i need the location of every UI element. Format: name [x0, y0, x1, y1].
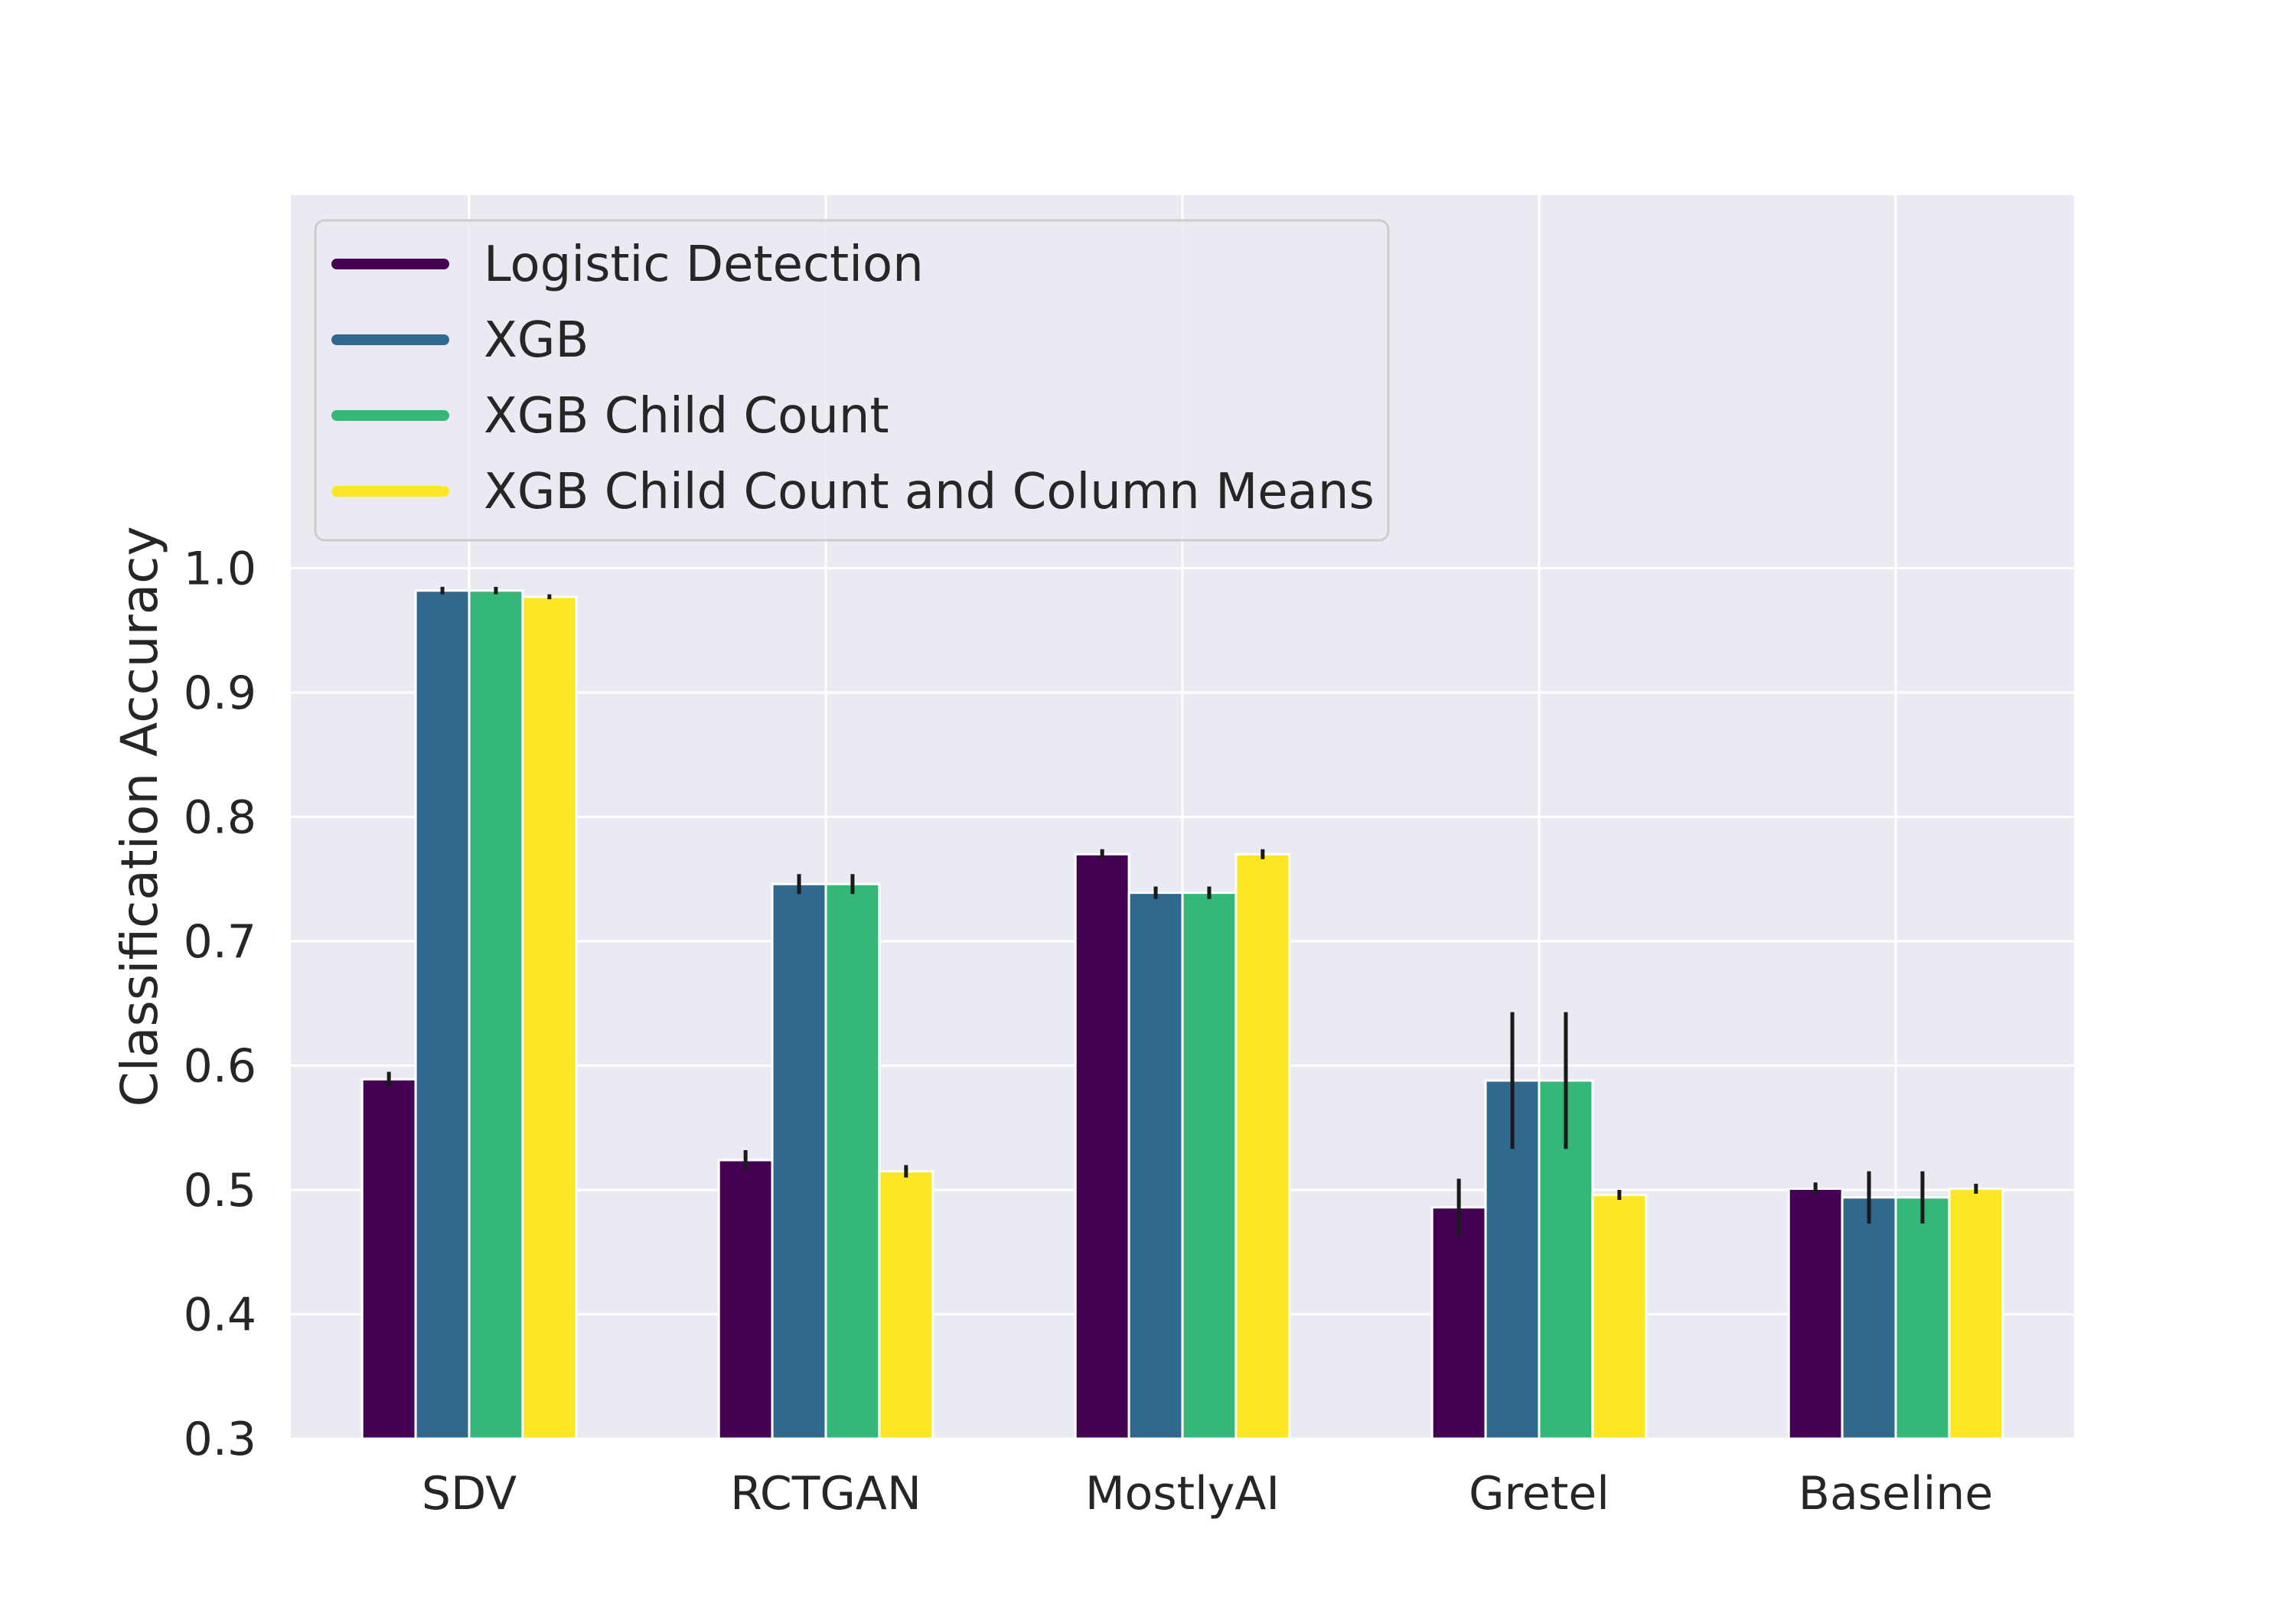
- bar-xgb-child-count-and-column-means: [878, 1170, 934, 1440]
- legend: Logistic Detection XGB XGB Child Count XGB …: [314, 219, 1390, 542]
- bars: [360, 589, 2004, 1440]
- legend-box: [314, 219, 1390, 542]
- bar-logistic-detection: [1787, 1187, 1844, 1440]
- bar-xgb-child-count: [1181, 892, 1238, 1440]
- y-tick-label: 0.7: [184, 915, 256, 969]
- y-tick-label: 0.4: [184, 1289, 256, 1342]
- y-tick-label: 0.3: [184, 1413, 256, 1466]
- y-tick-label: 1.0: [184, 543, 256, 596]
- legend-label: XGB Child Count and Column Means: [484, 464, 1375, 520]
- x-tick-label: RCTGAN: [730, 1467, 921, 1521]
- bar-xgb: [414, 589, 471, 1440]
- bar-logistic-detection: [1074, 852, 1130, 1440]
- bar-logistic-detection: [360, 1077, 417, 1440]
- bar-xgb: [771, 882, 827, 1440]
- bar-xgb-child-count-and-column-means: [1948, 1187, 2004, 1440]
- bar-xgb: [1841, 1196, 1897, 1440]
- bar-xgb-child-count: [1894, 1196, 1951, 1440]
- bar-logistic-detection: [717, 1159, 774, 1440]
- bar-xgb-child-count-and-column-means: [521, 595, 578, 1440]
- bar-xgb: [1127, 892, 1184, 1440]
- bar-xgb-child-count: [468, 589, 524, 1440]
- x-tick-label: Gretel: [1469, 1467, 1609, 1521]
- y-tick-label: 0.8: [184, 791, 256, 845]
- y-tick-label: 0.6: [184, 1040, 256, 1094]
- x-tick-label: Baseline: [1799, 1467, 1993, 1521]
- bar-xgb-child-count-and-column-means: [1591, 1194, 1648, 1440]
- y-axis-label: Classification Accuracy: [110, 526, 169, 1107]
- y-tick-label: 0.5: [184, 1164, 256, 1217]
- y-tick-label: 0.9: [184, 667, 256, 720]
- bar-xgb-child-count-and-column-means: [1234, 852, 1291, 1440]
- legend-label: XGB Child Count: [484, 388, 889, 445]
- y-tick-labels: 0.3 0.4 0.5 0.6 0.7 0.8 0.9 1.0: [184, 543, 256, 1467]
- x-tick-labels: SDV RCTGAN MostlyAI Gretel Baseline: [422, 1467, 1993, 1521]
- legend-label: XGB: [484, 312, 589, 369]
- legend-label: Logistic Detection: [484, 236, 924, 293]
- bar-xgb-child-count: [824, 882, 881, 1440]
- bar-logistic-detection: [1430, 1206, 1487, 1440]
- x-tick-label: SDV: [422, 1467, 517, 1521]
- error-bars: [386, 586, 1978, 1237]
- x-tick-label: MostlyAI: [1085, 1467, 1280, 1521]
